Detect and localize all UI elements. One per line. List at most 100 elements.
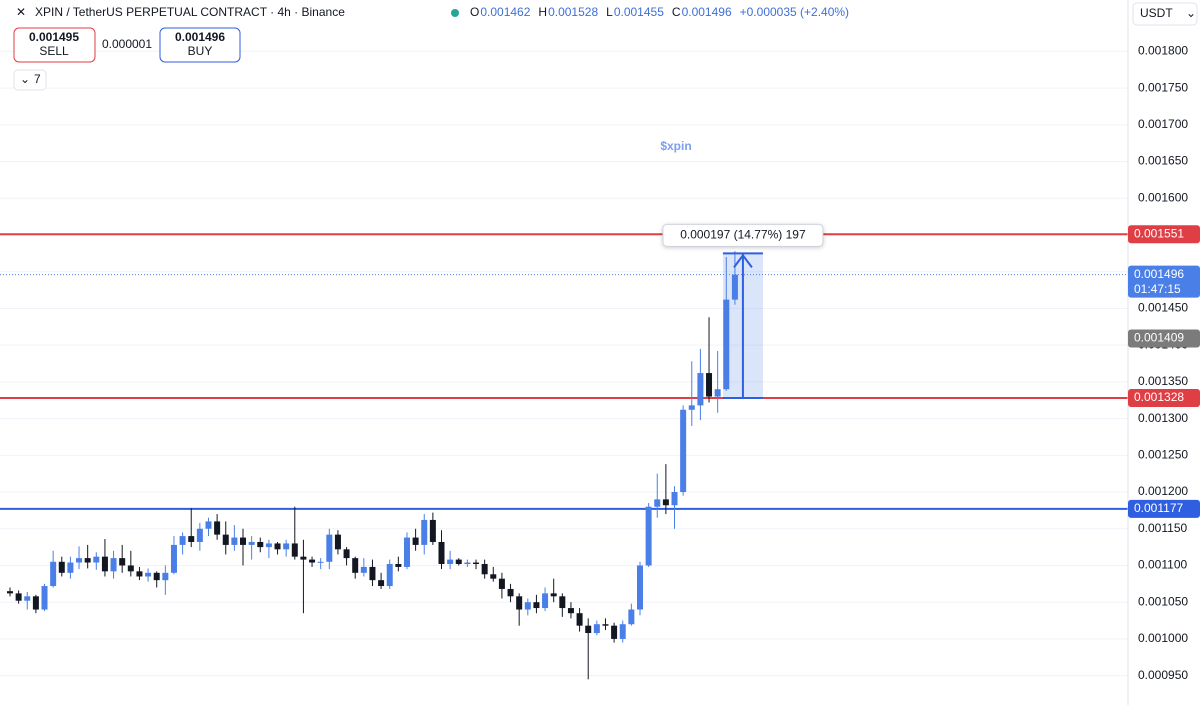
y-tick-label: 0.001200 xyxy=(1138,484,1188,498)
buy-label[interactable]: BUY xyxy=(188,44,213,58)
candle-body xyxy=(403,537,410,567)
y-tick-label: 0.001450 xyxy=(1138,301,1188,315)
toggle-caret: ⌄ xyxy=(20,72,30,86)
candle-body xyxy=(516,596,523,610)
candle-body xyxy=(559,596,566,609)
candle-body xyxy=(567,608,574,614)
candle-body xyxy=(41,586,48,610)
candle-body xyxy=(170,544,177,573)
ohlc-value: 0.001496 xyxy=(682,5,732,19)
sell-price[interactable]: 0.001495 xyxy=(29,30,79,44)
last-price-box xyxy=(1128,265,1200,298)
y-tick-label: 0.001800 xyxy=(1138,44,1188,58)
candle-body xyxy=(473,562,480,564)
candle-body xyxy=(58,561,65,573)
candle-body xyxy=(214,521,221,535)
candle-body xyxy=(257,541,264,548)
candle-body xyxy=(438,541,445,564)
candle-body xyxy=(498,578,505,589)
last-price-label: 0.001496 xyxy=(1134,267,1184,281)
candle-body xyxy=(196,528,203,542)
candle-body xyxy=(153,572,160,581)
measure-label-box xyxy=(662,223,824,247)
candle-body xyxy=(671,492,678,506)
buy-price[interactable]: 0.001496 xyxy=(175,30,225,44)
candle-body xyxy=(714,389,721,397)
candle-body xyxy=(611,625,618,639)
sell-label[interactable]: SELL xyxy=(39,44,69,58)
candle-body xyxy=(291,543,298,557)
candle-body xyxy=(602,624,609,626)
y-tick-label: 0.001100 xyxy=(1138,558,1187,572)
candle-body xyxy=(481,564,488,575)
candle-body xyxy=(360,566,367,573)
currency-select[interactable] xyxy=(1132,2,1198,26)
y-tick-label: 0.001350 xyxy=(1138,374,1188,388)
candle-body xyxy=(93,556,100,563)
candle-body xyxy=(697,373,704,406)
candle-body xyxy=(145,572,152,577)
y-tick-label: 0.001150 xyxy=(1138,521,1187,535)
candle-body xyxy=(680,409,687,493)
candle-body xyxy=(101,556,108,572)
candle-body xyxy=(110,558,117,572)
countdown: 01:47:15 xyxy=(1134,282,1181,296)
candle-body xyxy=(240,537,247,545)
candle-body xyxy=(326,534,333,562)
candle-body xyxy=(7,591,13,594)
candle-body xyxy=(550,593,557,597)
candle-body xyxy=(619,624,626,639)
candle-body xyxy=(24,596,31,601)
logo: ✕ xyxy=(16,5,26,19)
candle-body xyxy=(317,561,324,563)
candle-body xyxy=(32,596,39,610)
y-tick-label: 0.001250 xyxy=(1138,447,1188,461)
candle-body xyxy=(688,405,695,410)
y-tick-label: 0.001650 xyxy=(1138,154,1188,168)
candle-body xyxy=(464,562,471,564)
indicators-count[interactable]: 7 xyxy=(34,72,41,86)
measure-arrowhead xyxy=(733,253,753,268)
y-tick-label: 0.000950 xyxy=(1138,668,1188,682)
currency[interactable]: USDT xyxy=(1140,6,1173,20)
ohlc-key: O xyxy=(470,5,479,19)
candle-body xyxy=(576,613,583,626)
candle-body xyxy=(15,593,22,601)
candle-body xyxy=(490,574,497,579)
candle-body xyxy=(386,564,393,587)
candle-body xyxy=(412,537,419,545)
indicators-toggle[interactable] xyxy=(13,69,47,91)
ohlc: O 0.001462 H 0.001528 L 0.001455 C 0.001496 +0.0… xyxy=(470,5,849,19)
candle-body xyxy=(507,588,514,597)
buy-button[interactable] xyxy=(159,27,241,63)
candle-body xyxy=(274,543,281,550)
ohlc-key: C xyxy=(672,5,681,19)
candle-body xyxy=(421,519,428,545)
spread: 0.000001 xyxy=(102,37,152,51)
candle-body xyxy=(723,299,730,390)
candle-body xyxy=(533,602,540,609)
y-tick-label: 0.001600 xyxy=(1138,190,1188,204)
ohlc-value: 0.001528 xyxy=(548,5,598,19)
candle-body xyxy=(645,506,652,566)
ohlc-value: 0.001462 xyxy=(480,5,530,19)
sell-button[interactable] xyxy=(13,27,96,63)
ohlc-key: H xyxy=(538,5,547,19)
candle-body xyxy=(136,571,143,577)
candle-body xyxy=(378,580,385,587)
candle-body xyxy=(50,561,57,587)
candle-body xyxy=(352,558,359,573)
candle-body xyxy=(205,521,212,529)
candle-body xyxy=(662,499,669,506)
candle-body xyxy=(265,543,272,548)
marker-label: 0.001409 xyxy=(1134,331,1184,345)
candle-body xyxy=(524,602,531,610)
marker-label-box xyxy=(1128,329,1200,348)
price-line-label-box xyxy=(1128,389,1200,408)
ohlc-key: L xyxy=(606,5,613,19)
measure-label: 0.000197 (14.77%) 197 xyxy=(680,228,806,242)
candle-body xyxy=(429,519,436,542)
candle-body xyxy=(300,556,307,560)
symbol: XPIN / TetherUS PERPETUAL CONTRACT · 4h … xyxy=(35,5,345,19)
